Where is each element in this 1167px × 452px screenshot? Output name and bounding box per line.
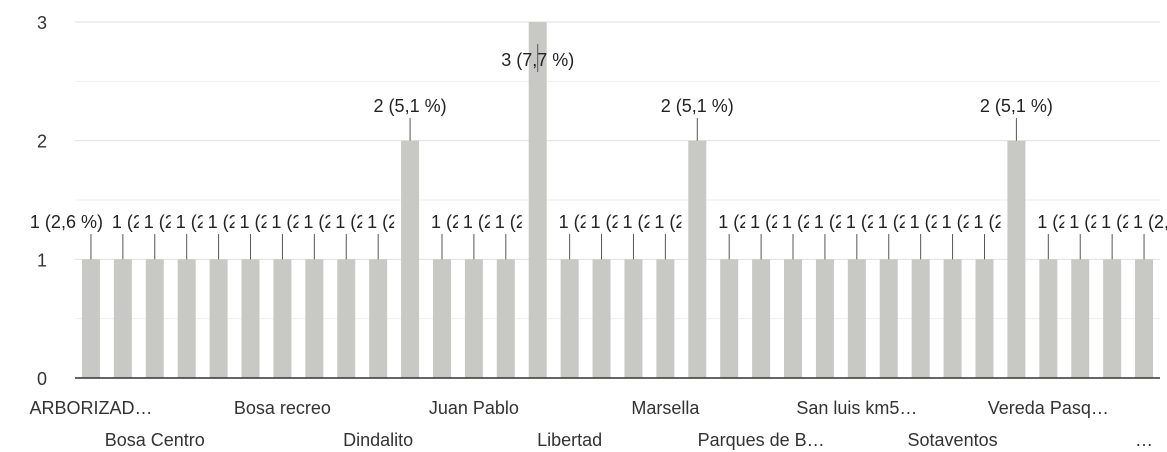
- x-tick-label: ARBORIZAD…: [29, 398, 152, 418]
- x-tick-label: San luis km5…: [796, 398, 917, 418]
- data-label: 2 (5,1 %): [980, 96, 1053, 116]
- data-label: 2 (5,1 %): [374, 96, 447, 116]
- bar: [847, 259, 866, 378]
- bar: [528, 22, 547, 378]
- data-labels: 1 (2,6 %) 1 (2,6 %)1 (2,6 %)1 (2,6 %)1 (2…: [30, 44, 1167, 260]
- x-tick-label: Bosa recreo: [234, 398, 331, 418]
- bar: [177, 259, 196, 378]
- data-label: 1 (2,6 %): [112, 212, 185, 232]
- data-label: 1 (2,6 %): [208, 212, 281, 232]
- y-tick-label: 1: [37, 250, 47, 270]
- bar: [1103, 259, 1122, 378]
- bar: [624, 259, 643, 378]
- y-tick-label: 2: [37, 132, 47, 152]
- data-label: 1 (2,6 %): [1037, 212, 1110, 232]
- data-label: 1 (2,6 %): [240, 212, 313, 232]
- bar: [273, 259, 292, 378]
- data-label: 1 (2,6 %): [591, 212, 664, 232]
- bar: [305, 259, 324, 378]
- data-label: 3 (7,7 %): [501, 50, 574, 70]
- x-tick-label: Juan Pablo: [429, 398, 519, 418]
- bar: [911, 259, 930, 378]
- bar: [113, 259, 132, 378]
- bar: [81, 259, 100, 378]
- bar: [656, 259, 675, 378]
- data-label: 1 (2,6 %): [176, 212, 249, 232]
- bar: [1071, 259, 1090, 378]
- bar: [943, 259, 962, 378]
- data-label: 1 (2,6 %): [1133, 212, 1167, 232]
- data-label: 1 (2,6 %): [622, 212, 695, 232]
- bar: [337, 259, 356, 378]
- x-tick-label: …: [1135, 430, 1153, 450]
- data-label: 1 (2,6 %): [1101, 212, 1167, 232]
- data-label: 1 (2,6 %): [495, 212, 568, 232]
- data-label: 1 (2,6 %): [144, 212, 217, 232]
- bar: [1039, 259, 1058, 378]
- bar: [241, 259, 260, 378]
- bar: [592, 259, 611, 378]
- bar: [975, 259, 994, 378]
- bar: [560, 259, 579, 378]
- x-tick-label: Marsella: [631, 398, 700, 418]
- y-tick-label: 3: [37, 13, 47, 33]
- bar: [1007, 140, 1026, 378]
- x-tick-label: Parques de B…: [698, 430, 825, 450]
- bar: [784, 259, 803, 378]
- bar: [401, 140, 420, 378]
- data-label: 1 (2,6 %): [367, 212, 440, 232]
- bars: [81, 22, 1154, 378]
- data-label: 1 (2,6 %): [718, 212, 791, 232]
- bar: [688, 140, 707, 378]
- data-label: 1 (2,6 %): [559, 212, 632, 232]
- bar: [209, 259, 228, 378]
- x-tick-label: Vereda Pasq…: [988, 398, 1109, 418]
- x-tick-label: Libertad: [537, 430, 602, 450]
- data-label: 1 (2,6 %): [750, 212, 823, 232]
- data-label: 1 (2,6 %): [1069, 212, 1142, 232]
- bar: [496, 259, 515, 378]
- data-label: 1 (2,6 %): [782, 212, 855, 232]
- bar: [815, 259, 834, 378]
- x-tick-label: Bosa Centro: [105, 430, 205, 450]
- bar: [1135, 259, 1154, 378]
- data-label: 1 (2,6 %): [463, 212, 536, 232]
- data-label: 2 (5,1 %): [661, 96, 734, 116]
- bar: [720, 259, 739, 378]
- grid-lines: [75, 21, 1160, 320]
- bar: [464, 259, 483, 378]
- data-label: 1 (2,6 %): [942, 212, 1015, 232]
- data-label: 1 (2,6 %): [271, 212, 344, 232]
- data-label: 1 (2,6 %): [30, 212, 103, 232]
- bar: [432, 259, 451, 378]
- data-label: 1 (2,6 %): [910, 212, 983, 232]
- data-label: 1 (2,6 %): [335, 212, 408, 232]
- x-axis-labels: ARBORIZAD… Bosa Centro Bosa recreo Dindalit…: [29, 398, 1153, 450]
- data-label: 1 (2,6 %): [431, 212, 504, 232]
- x-tick-label: Sotaventos: [908, 430, 998, 450]
- data-label: 1 (2,6 %): [846, 212, 919, 232]
- data-label: 1 (2,6 %): [973, 212, 1046, 232]
- data-label: 1 (2,6 %): [654, 212, 727, 232]
- bar: [879, 259, 898, 378]
- data-label: 1 (2,6 %): [303, 212, 376, 232]
- data-label: 1 (2,6 %): [878, 212, 951, 232]
- data-label: 1 (2,6 %): [814, 212, 887, 232]
- bar: [752, 259, 771, 378]
- x-tick-label: Dindalito: [343, 430, 413, 450]
- bar: [369, 259, 388, 378]
- bar: [145, 259, 164, 378]
- y-tick-label: 0: [37, 369, 47, 389]
- y-axis-ticks: 0 1 2 3: [37, 13, 47, 389]
